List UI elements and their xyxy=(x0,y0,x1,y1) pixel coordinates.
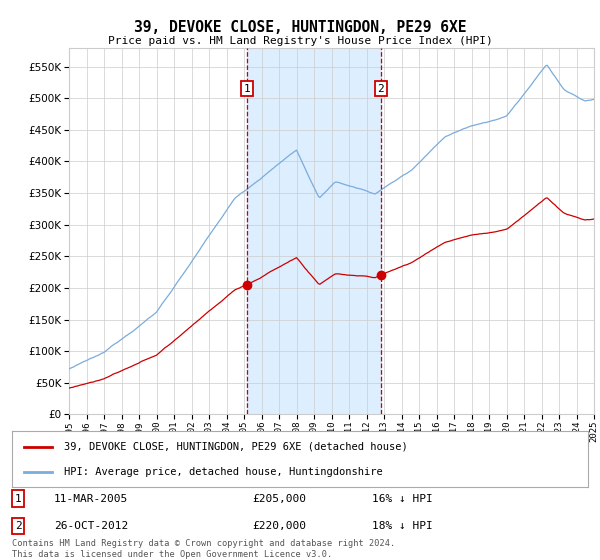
Text: 2: 2 xyxy=(14,521,22,531)
Text: 1: 1 xyxy=(14,493,22,503)
Text: 26-OCT-2012: 26-OCT-2012 xyxy=(54,521,128,531)
Text: 18% ↓ HPI: 18% ↓ HPI xyxy=(372,521,433,531)
Text: Price paid vs. HM Land Registry's House Price Index (HPI): Price paid vs. HM Land Registry's House … xyxy=(107,36,493,46)
Text: Contains HM Land Registry data © Crown copyright and database right 2024.
This d: Contains HM Land Registry data © Crown c… xyxy=(12,539,395,559)
Text: £220,000: £220,000 xyxy=(252,521,306,531)
Text: HPI: Average price, detached house, Huntingdonshire: HPI: Average price, detached house, Hunt… xyxy=(64,466,383,477)
Text: 2: 2 xyxy=(377,83,384,94)
Text: £205,000: £205,000 xyxy=(252,493,306,503)
Text: 39, DEVOKE CLOSE, HUNTINGDON, PE29 6XE: 39, DEVOKE CLOSE, HUNTINGDON, PE29 6XE xyxy=(134,20,466,35)
Text: 16% ↓ HPI: 16% ↓ HPI xyxy=(372,493,433,503)
Text: 11-MAR-2005: 11-MAR-2005 xyxy=(54,493,128,503)
Text: 39, DEVOKE CLOSE, HUNTINGDON, PE29 6XE (detached house): 39, DEVOKE CLOSE, HUNTINGDON, PE29 6XE (… xyxy=(64,442,407,452)
Text: 1: 1 xyxy=(244,83,251,94)
Bar xyxy=(247,48,381,414)
